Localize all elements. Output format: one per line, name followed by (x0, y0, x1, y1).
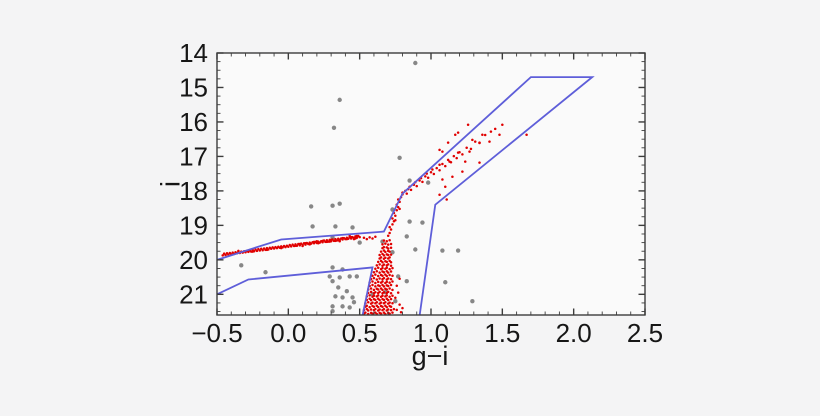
svg-text:20: 20 (179, 245, 208, 275)
svg-text:19: 19 (179, 210, 208, 240)
svg-text:18: 18 (179, 176, 208, 206)
svg-text:15: 15 (179, 72, 208, 102)
svg-text:1.0: 1.0 (413, 318, 449, 348)
svg-text:−0.5: −0.5 (191, 318, 242, 348)
y-axis-label: i (155, 181, 186, 187)
svg-text:0.0: 0.0 (270, 318, 306, 348)
svg-text:2.5: 2.5 (627, 318, 663, 348)
svg-text:17: 17 (179, 141, 208, 171)
svg-text:21: 21 (179, 279, 208, 309)
svg-text:1.5: 1.5 (484, 318, 520, 348)
svg-text:2.0: 2.0 (556, 318, 592, 348)
x-axis-label: g−i (411, 341, 449, 371)
svg-text:0.5: 0.5 (342, 318, 378, 348)
svg-text:16: 16 (179, 107, 208, 137)
svg-text:14: 14 (179, 38, 208, 68)
